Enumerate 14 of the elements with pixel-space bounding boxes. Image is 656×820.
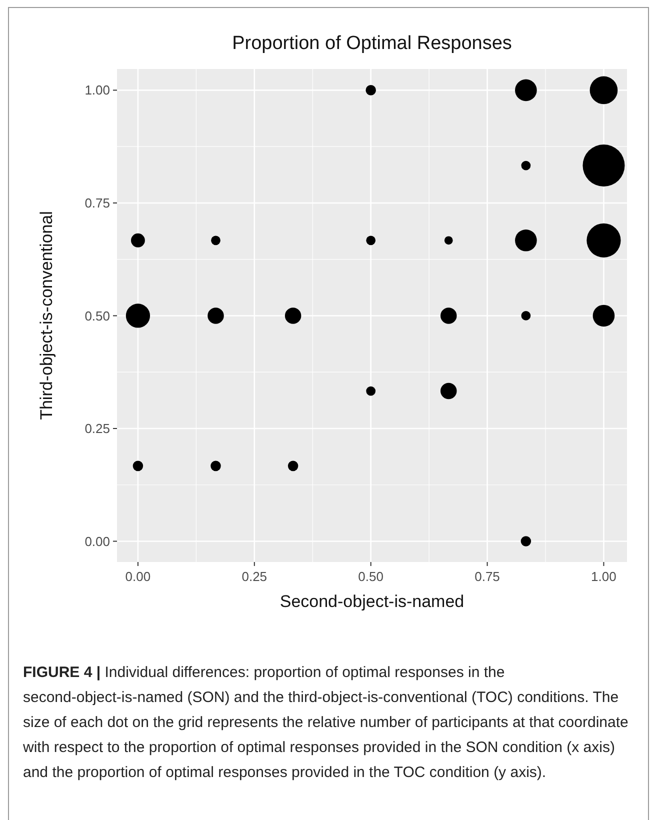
y-tick-label: 0.00 <box>84 534 110 549</box>
y-tick-label: 1.00 <box>84 82 110 98</box>
y-tick-label: 0.25 <box>84 421 110 436</box>
x-tick-label: 0.50 <box>358 569 384 584</box>
x-axis-title: Second-object-is-named <box>280 592 464 611</box>
x-tick-label: 0.00 <box>125 569 151 584</box>
x-tick-label: 0.75 <box>474 569 500 584</box>
chart-title: Proportion of Optimal Responses <box>232 33 512 54</box>
x-tick-label: 1.00 <box>591 569 616 584</box>
y-tick-label: 0.75 <box>84 196 110 211</box>
y-axis-title: Third-object-is-conventional <box>37 211 56 420</box>
y-tick-label: 0.50 <box>84 308 110 324</box>
caption: FIGURE 4 | Individual differences: proportion of optimal responses in the second-object-is-named (SON) and the third-object-is-conventional (TOC) conditions. The size of each dot on the grid represents the relative number of participants at that coordinate with respect to the proportion of optimal responses provided in the SON condition (x axis) and the proportion of optimal responses provided in the TOC condition (y axis). <box>22 664 628 781</box>
x-tick-label: 0.25 <box>242 569 268 584</box>
